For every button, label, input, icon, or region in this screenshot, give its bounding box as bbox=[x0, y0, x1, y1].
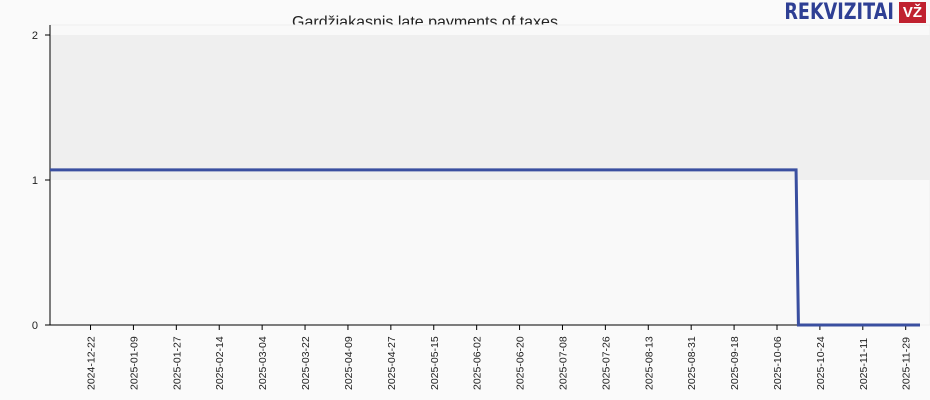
x-tick-label: 2025-06-20 bbox=[515, 336, 527, 390]
x-tick-label: 2024-12-22 bbox=[86, 336, 98, 390]
x-tick-label: 2025-08-13 bbox=[643, 336, 655, 390]
logo-text: REKVIZITAI bbox=[784, 0, 894, 25]
x-tick-label: 2025-11-29 bbox=[901, 337, 913, 390]
y-tick-label: 2 bbox=[32, 30, 38, 42]
x-tick-label: 2025-01-09 bbox=[128, 336, 140, 390]
x-tick-label: 2025-06-02 bbox=[472, 336, 484, 390]
x-tick-label: 2025-09-18 bbox=[729, 336, 741, 390]
x-tick-label: 2025-10-06 bbox=[772, 336, 784, 390]
x-tick-label: 2025-04-27 bbox=[386, 336, 398, 390]
x-tick-label: 2025-04-09 bbox=[343, 336, 355, 390]
x-tick-label: 2025-05-15 bbox=[429, 336, 441, 390]
x-tick-label: 2025-07-08 bbox=[557, 336, 569, 390]
x-tick-label: 2025-02-14 bbox=[214, 336, 226, 390]
x-tick-label: 2025-11-11 bbox=[858, 338, 870, 390]
logo-badge: VŽ bbox=[898, 2, 926, 23]
x-tick-label: 2025-01-27 bbox=[171, 336, 183, 390]
x-tick-label: 2025-03-22 bbox=[300, 336, 312, 390]
y-tick-label: 0 bbox=[32, 320, 38, 332]
y-tick-label: 1 bbox=[32, 175, 38, 187]
series-line bbox=[50, 168, 920, 327]
x-tick-label: 2025-10-24 bbox=[815, 336, 827, 390]
shaded-band bbox=[50, 35, 930, 180]
rekvizitai-logo[interactable]: REKVIZITAI VŽ bbox=[757, 0, 926, 25]
x-tick-label: 2025-07-26 bbox=[600, 336, 612, 390]
x-tick-label: 2025-03-04 bbox=[257, 336, 269, 390]
x-tick-label: 2025-08-31 bbox=[686, 336, 698, 390]
